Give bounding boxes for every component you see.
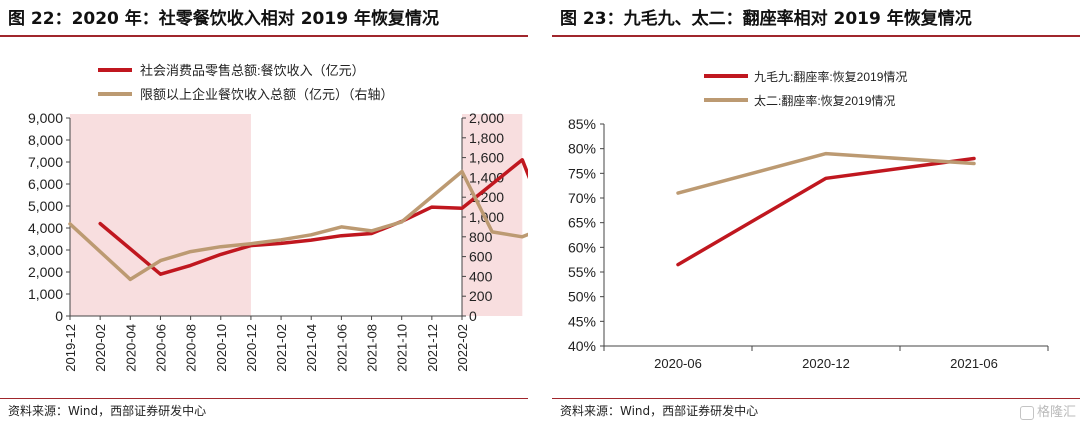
source-note: 资料来源：Wind，西部证券研发中心	[560, 404, 759, 418]
watermark: 格隆汇	[1019, 401, 1076, 420]
y-left-tick-label: 5,000	[28, 198, 63, 214]
left-figure: 图 22：2020 年：社零餐饮收入相对 2019 年恢复情况 0 1,000 2,…	[0, 0, 528, 424]
series-line	[98, 158, 528, 276]
figure-22-title: 图 22：2020 年：社零餐饮收入相对 2019 年恢复情况	[8, 9, 439, 29]
title-rule	[0, 35, 528, 37]
y-right-tick-label: 200	[469, 288, 493, 304]
y-right-tick-label: 600	[469, 249, 493, 265]
y-left-tick-label: 4,000	[28, 220, 63, 236]
y-tick-label: 50%	[568, 289, 596, 305]
legend-label: 九毛九:翻座率:恢复2019情况	[754, 69, 907, 84]
y-tick-label: 55%	[568, 264, 596, 280]
x-tick-label: 2022-02	[455, 324, 470, 372]
x-tick-label: 2020-02	[93, 324, 108, 372]
x-tick-label: 2020-06	[153, 324, 168, 372]
table-turnover-chart: 40% 45% 50% 55% 60% 65% 70% 75% 80% 85% 2020-06 202…	[568, 69, 1049, 371]
y-tick-label: 45%	[568, 313, 596, 329]
x-tick-label: 2021-06	[950, 356, 998, 371]
y-left-tick-label: 9,000	[28, 110, 63, 126]
x-tick-label: 2021-10	[395, 324, 410, 372]
y-right-tick-label: 2,000	[469, 110, 504, 126]
x-tick-label: 2021-08	[365, 324, 380, 372]
y-left-tick-label: 3,000	[28, 242, 63, 258]
y-tick-label: 80%	[568, 141, 596, 157]
y-right-tick-label: 1,800	[469, 130, 504, 146]
series-line	[68, 169, 528, 282]
y-left-tick-label: 0	[55, 308, 63, 324]
source-note: 资料来源：Wind，西部证券研发中心	[8, 404, 207, 418]
x-tick-label: 2020-04	[123, 324, 138, 372]
y-left-tick-label: 6,000	[28, 176, 63, 192]
series-line	[676, 151, 976, 195]
footer-rule	[0, 398, 528, 399]
x-tick-label: 2020-10	[214, 324, 229, 372]
right-figure: 图 23：九毛九、太二：翻座率相对 2019 年恢复情况 40% 45% 50% 55…	[552, 0, 1080, 424]
shaded-period	[462, 114, 523, 316]
y-tick-label: 60%	[568, 239, 596, 255]
figure-23-title: 图 23：九毛九、太二：翻座率相对 2019 年恢复情况	[560, 9, 972, 29]
x-tick-label: 2020-08	[184, 324, 199, 372]
y-right-tick-label: 1,600	[469, 150, 504, 166]
x-tick-label: 2019-12	[63, 324, 78, 372]
footer-rule	[552, 398, 1080, 399]
x-tick-label: 2021-06	[334, 324, 349, 372]
y-tick-label: 75%	[568, 165, 596, 181]
y-left-tick-label: 7,000	[28, 154, 63, 170]
title-rule	[552, 35, 1080, 37]
x-tick-label: 2020-06	[654, 356, 702, 371]
y-right-tick-label: 400	[469, 268, 493, 284]
y-right-tick-label: 0	[469, 308, 477, 324]
x-tick-label: 2020-12	[244, 324, 259, 372]
restaurant-revenue-chart: 0 1,000 2,000 3,000 4,000 5,000 6,000 7,000 8,00…	[28, 63, 528, 372]
x-tick-label: 2021-02	[274, 324, 289, 372]
y-right-tick-label: 800	[469, 229, 493, 245]
y-tick-label: 65%	[568, 215, 596, 231]
x-tick-label: 2020-12	[802, 356, 850, 371]
y-left-tick-label: 2,000	[28, 264, 63, 280]
y-tick-label: 85%	[568, 116, 596, 132]
y-tick-label: 40%	[568, 338, 596, 354]
watermark-logo-icon	[1019, 405, 1034, 420]
y-left-tick-label: 1,000	[28, 286, 63, 302]
y-tick-label: 70%	[568, 190, 596, 206]
series-line	[676, 156, 976, 267]
x-tick-label: 2021-12	[425, 324, 440, 372]
legend-label: 太二:翻座率:恢复2019情况	[754, 93, 895, 108]
shaded-period	[70, 114, 251, 316]
legend-label: 限额以上企业餐饮收入总额（亿元）（右轴）	[140, 87, 394, 102]
x-tick-label: 2021-04	[304, 324, 319, 372]
y-left-tick-label: 8,000	[28, 132, 63, 148]
legend-label: 社会消费品零售总额:餐饮收入（亿元）	[140, 63, 365, 78]
watermark-text: 格隆汇	[1036, 405, 1076, 420]
